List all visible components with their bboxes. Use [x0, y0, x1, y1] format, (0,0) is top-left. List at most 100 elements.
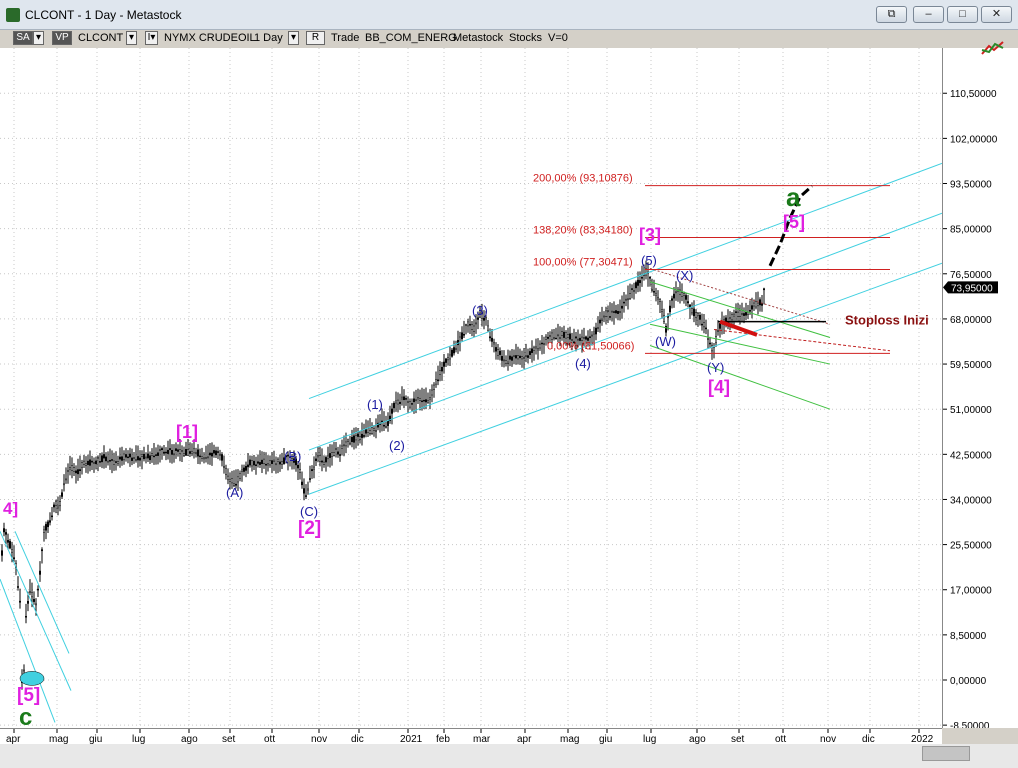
wave-label: (Y): [707, 360, 724, 375]
price-bar-body: [461, 332, 463, 340]
price-bar-body: [561, 331, 563, 336]
price-bar-body: [115, 461, 117, 463]
last-price-box: [943, 281, 998, 294]
price-bar-body: [311, 469, 313, 472]
price-bar-body: [309, 478, 311, 480]
price-bar-body: [639, 280, 641, 284]
price-bar-body: [293, 458, 295, 463]
y-tick-label: 25,50000: [950, 541, 992, 552]
price-bar-body: [149, 455, 151, 461]
restore-all-button[interactable]: ⧉: [876, 6, 907, 23]
price-bar-body: [731, 314, 733, 321]
r-button[interactable]: R: [306, 31, 325, 45]
price-bar-body: [93, 462, 95, 464]
chart-area[interactable]: 200,00% (93,10876) 138,20% (83,34180) 100,…: [0, 48, 943, 731]
window-title: CLCONT - 1 Day - Metastock: [25, 8, 182, 22]
wave-label: (A): [226, 485, 243, 500]
interval-icon[interactable]: I▾: [145, 31, 158, 45]
price-bar-body: [3, 528, 5, 533]
price-bar-body: [549, 335, 551, 337]
price-bar-body: [709, 342, 711, 345]
price-bar-body: [361, 433, 363, 438]
price-bar-body: [97, 456, 99, 459]
maximize-button[interactable]: □: [947, 6, 978, 23]
wave-label: (3): [472, 303, 488, 318]
price-bar-body: [449, 354, 451, 360]
price-bar-body: [707, 338, 709, 340]
price-bar-body: [405, 398, 407, 400]
symbol-dropdown-icon[interactable]: ▾: [126, 31, 137, 45]
price-bar-body: [635, 282, 637, 289]
price-bar-body: [489, 336, 491, 339]
price-bar-body: [19, 600, 21, 603]
price-bar-body: [139, 457, 141, 461]
price-bar-body: [27, 601, 29, 604]
price-bar-body: [527, 355, 529, 358]
price-bar-body: [211, 452, 213, 457]
x-tick-label: feb: [436, 734, 450, 745]
period-dropdown-icon[interactable]: ▾: [288, 31, 299, 45]
price-bar-body: [113, 460, 115, 465]
price-bar-body: [733, 313, 735, 317]
price-bar-body: [61, 492, 63, 497]
price-bar-body: [91, 460, 93, 463]
price-bar-body: [235, 483, 237, 486]
price-bar-body: [579, 337, 581, 341]
price-bar-body: [323, 461, 325, 465]
sa-button[interactable]: SA: [13, 31, 33, 45]
price-bar-body: [567, 334, 569, 338]
price-bar-body: [537, 348, 539, 351]
price-bar-body: [739, 309, 741, 317]
x-axis: apr mag giu lug ago set ott nov dic 2021 feb mar apr…: [0, 728, 942, 745]
price-bar-body: [421, 400, 423, 403]
price-bar-body: [659, 299, 661, 302]
indicator-icon[interactable]: [981, 40, 1005, 56]
sa-dropdown-icon[interactable]: ▾: [33, 31, 44, 45]
y-tick-label: 42,50000: [950, 450, 992, 461]
vp-button[interactable]: VP: [52, 31, 72, 45]
horizontal-scrollbar[interactable]: [0, 744, 1018, 768]
price-bar-body: [629, 293, 631, 299]
price-bar-body: [339, 454, 341, 456]
price-bar-body: [381, 420, 383, 423]
close-button[interactable]: ✕: [981, 6, 1012, 23]
price-bar-body: [289, 456, 291, 458]
mode-label: Trade: [331, 32, 360, 44]
price-bar-body: [285, 455, 287, 458]
wave-label: 4]: [3, 499, 18, 518]
price-bar-body: [673, 293, 675, 299]
price-bar-body: [605, 310, 607, 317]
price-bar-body: [17, 586, 19, 588]
price-bar-body: [665, 326, 667, 333]
y-tick-label: 34,00000: [950, 495, 992, 506]
price-bar-body: [437, 379, 439, 382]
price-bar-body: [545, 336, 547, 340]
y-axis[interactable]: -8,50000 0,00000 8,50000 17,00000 25,50000 34…: [942, 41, 1018, 732]
price-bar-body: [587, 337, 589, 341]
price-bar-body: [33, 599, 35, 602]
price-bar-body: [675, 291, 677, 294]
price-bar-body: [231, 478, 233, 484]
price-bar-body: [95, 460, 97, 465]
y-tick-label: 102,00000: [950, 134, 998, 145]
price-bar-body: [599, 319, 601, 324]
price-bar-body: [251, 460, 253, 467]
price-bar-body: [479, 312, 481, 318]
price-bar-body: [581, 336, 583, 341]
price-chart[interactable]: 200,00% (93,10876) 138,20% (83,34180) 100,…: [0, 48, 943, 731]
price-bar-body: [273, 459, 275, 462]
price-bar-body: [465, 324, 467, 326]
early-channel-line-2: [0, 578, 56, 723]
price-bar-body: [575, 336, 577, 339]
minimize-button[interactable]: –: [913, 6, 944, 23]
price-bar-body: [325, 457, 327, 463]
price-bar-body: [435, 379, 437, 385]
scrollbar-thumb[interactable]: [922, 746, 970, 761]
y-axis-scale: -8,50000 0,00000 8,50000 17,00000 25,50000 34…: [943, 89, 998, 732]
price-bar-body: [687, 301, 689, 304]
price-bar-body: [697, 312, 699, 316]
wave-label: (5): [641, 253, 657, 268]
price-bar-body: [165, 451, 167, 454]
price-bar-body: [69, 467, 71, 470]
price-bar-body: [741, 313, 743, 316]
